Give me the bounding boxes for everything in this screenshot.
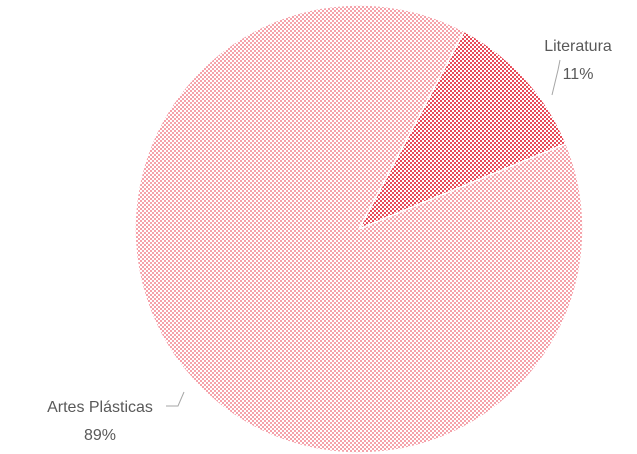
leader-line <box>551 59 561 96</box>
slice-value-label: 89% <box>84 427 116 444</box>
pie-slice <box>134 4 584 454</box>
leader-line <box>166 391 185 407</box>
slice-label: Literatura <box>544 38 612 55</box>
slice-value-label: 11% <box>563 66 594 83</box>
slice-label: Artes Plásticas <box>47 399 153 416</box>
pie-slice <box>357 30 568 231</box>
